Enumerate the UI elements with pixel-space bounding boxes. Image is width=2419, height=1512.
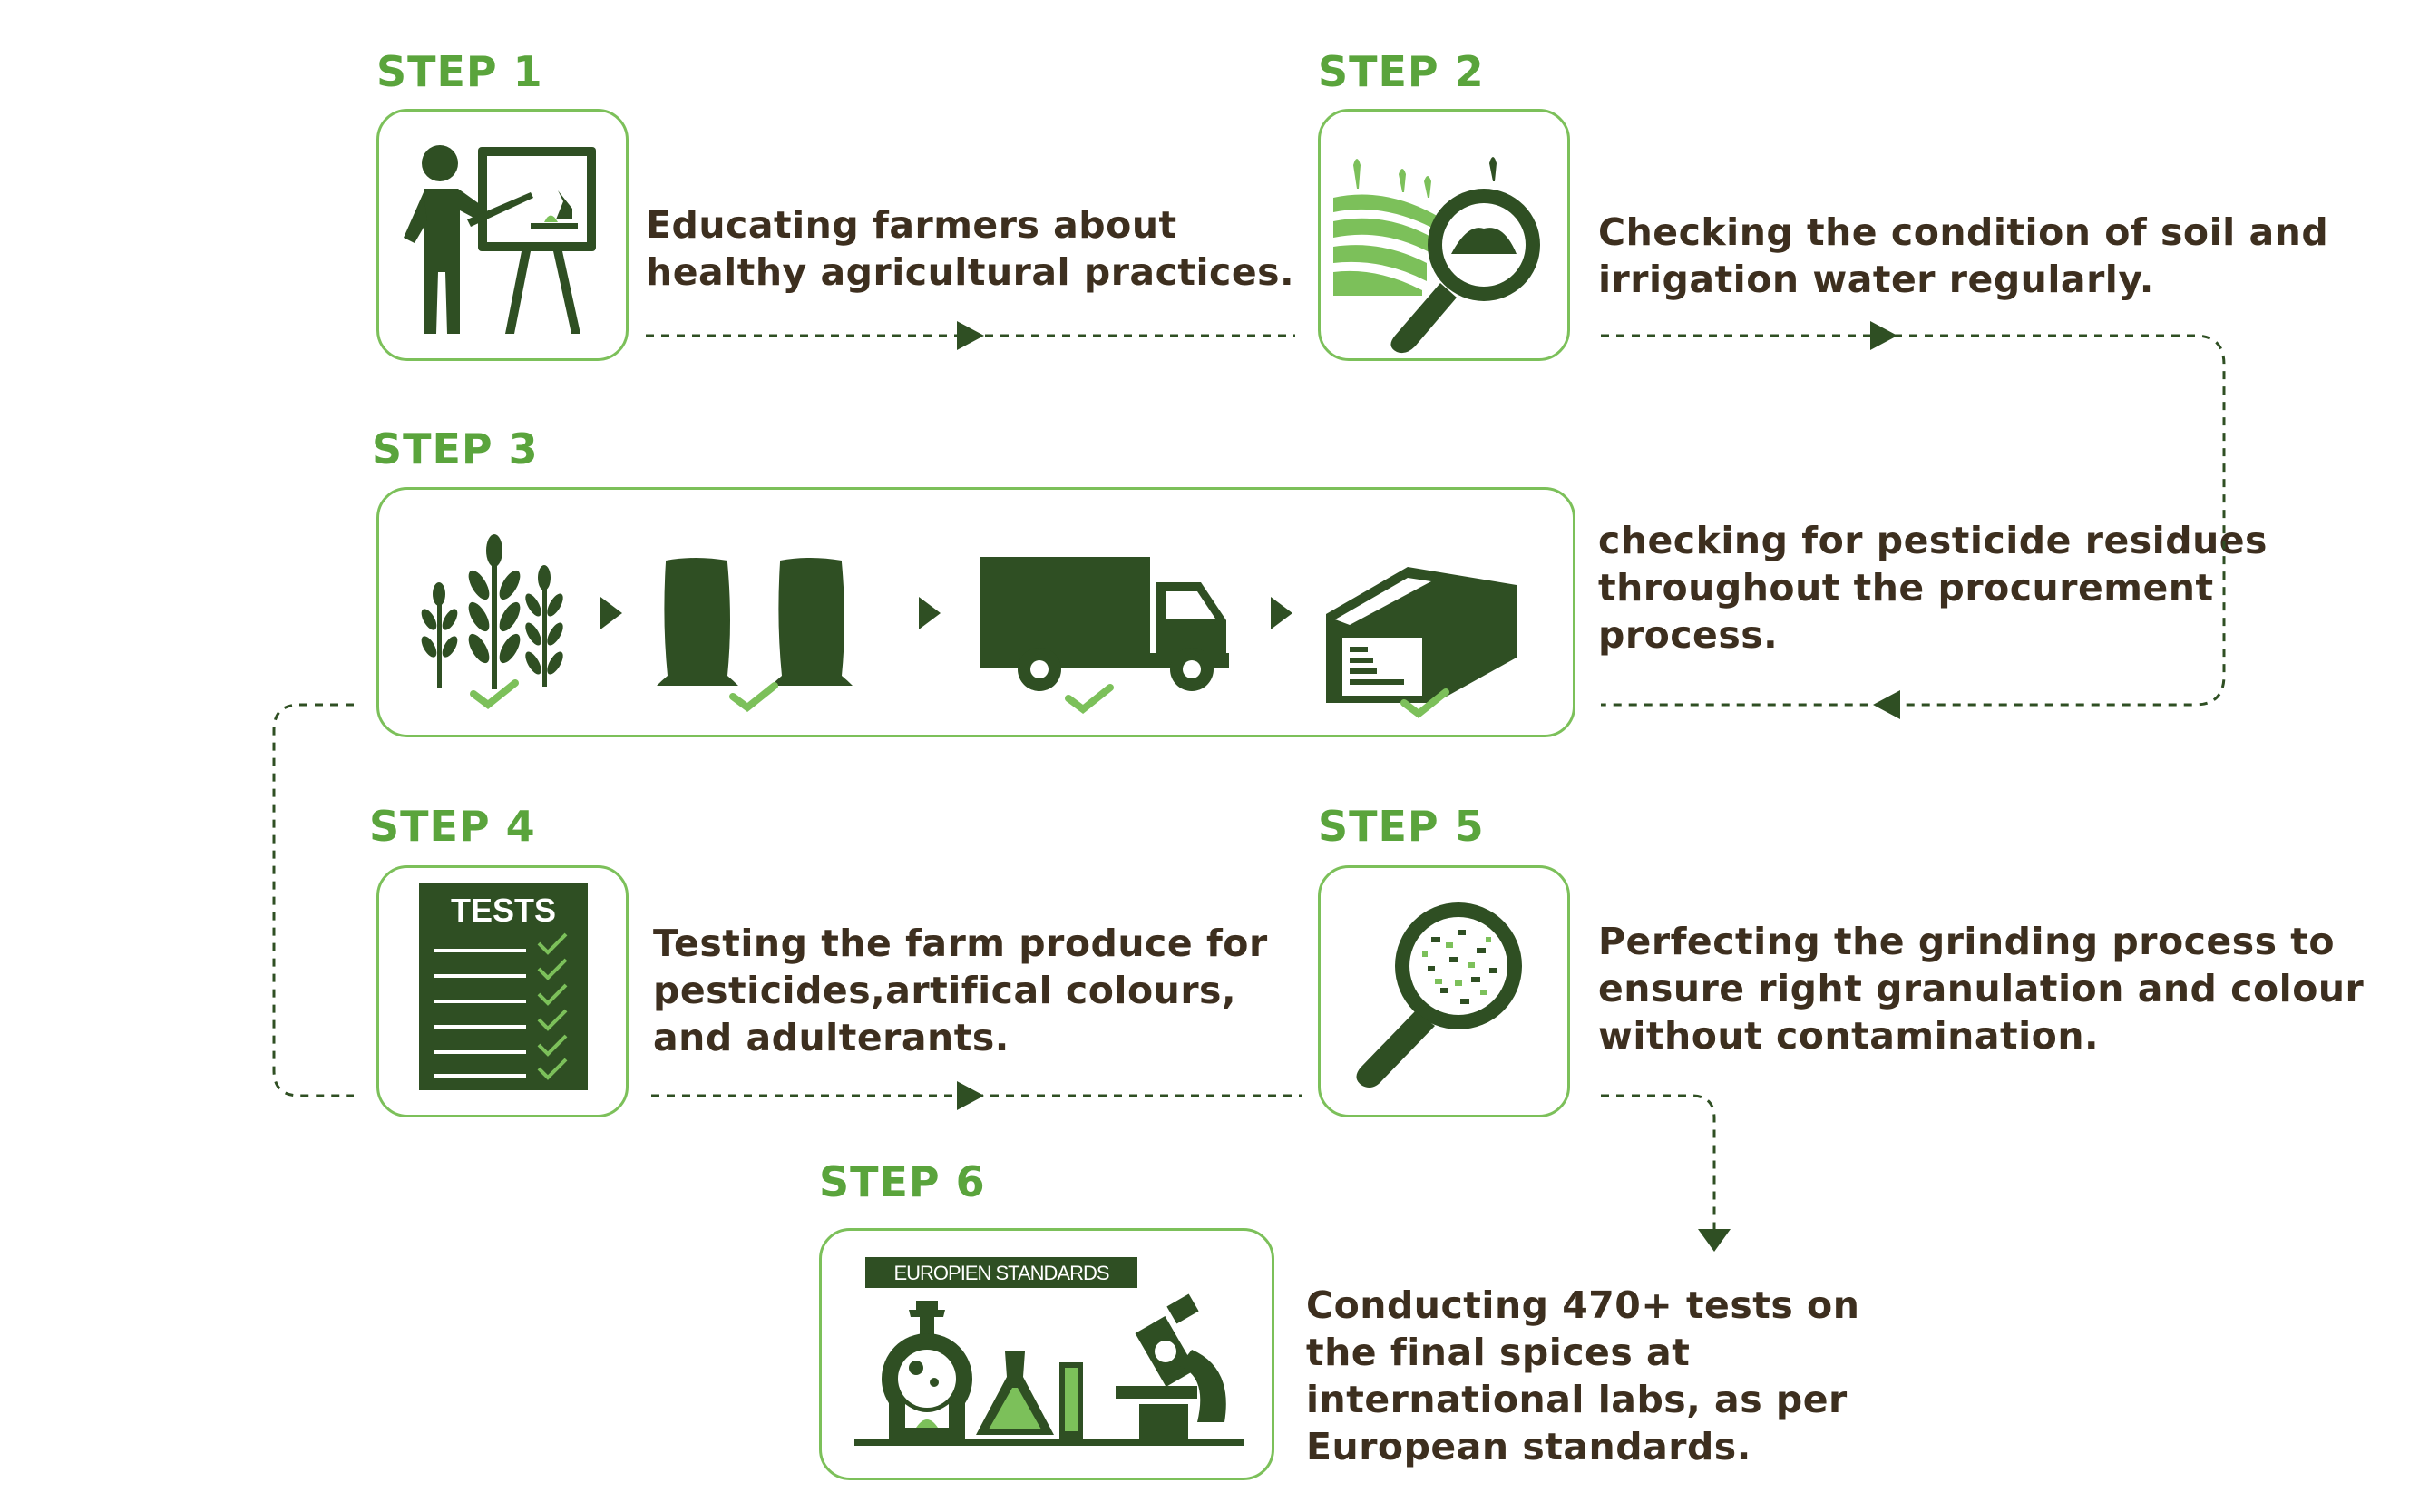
step-4-label: STEP 4 xyxy=(369,802,536,851)
grain-plants-icon xyxy=(421,534,563,710)
arrow-step2-right xyxy=(1870,321,1897,350)
teacher-board-icon xyxy=(404,145,596,334)
magnifier-granules-icon xyxy=(1356,902,1522,1088)
step-6-description: Conducting 470+ tests on the final spice… xyxy=(1306,1283,1860,1468)
step-4-description: Testing the farm produce for pesticides,… xyxy=(653,922,1268,1059)
warehouse-icon xyxy=(1326,567,1517,719)
arrow-step1-to-step2 xyxy=(957,321,984,350)
delivery-truck-icon xyxy=(980,557,1229,715)
connector-step5-to-step6 xyxy=(1601,1094,1716,1234)
step-2-description: Checking the condition of soil and irrig… xyxy=(1598,210,2329,301)
tests-heading: TESTS xyxy=(451,892,556,929)
step-2-label: STEP 2 xyxy=(1318,47,1485,96)
arrow-chevron-icon-2 xyxy=(919,597,941,629)
soil-inspection-icon xyxy=(1333,157,1540,354)
arrow-step4-to-step5 xyxy=(957,1081,984,1110)
step-3-label: STEP 3 xyxy=(372,424,539,473)
tests-checklist-icon: TESTS xyxy=(419,883,588,1090)
connector-step2-to-step3 xyxy=(1601,334,2226,707)
arrow-step3-left xyxy=(1873,690,1900,719)
step-6-label: STEP 6 xyxy=(819,1157,986,1206)
arrow-chevron-icon-3 xyxy=(1271,597,1292,629)
lab-standards-icon: EUROPIEN STANDARDS xyxy=(854,1257,1244,1446)
step-1-label: STEP 1 xyxy=(376,47,543,96)
step-5-label: STEP 5 xyxy=(1318,802,1485,851)
arrow-chevron-icon xyxy=(600,597,622,629)
connector-step3-to-step4 xyxy=(272,703,354,1097)
arrow-step5-to-step6 xyxy=(1698,1229,1731,1252)
step-1-description: Educating farmers about healthy agricult… xyxy=(646,203,1295,294)
sacks-icon xyxy=(657,558,853,713)
step-3-description: checking for pesticide residues througho… xyxy=(1598,519,2268,657)
standards-banner-text: EUROPIEN STANDARDS xyxy=(893,1262,1108,1284)
step-5-description: Perfecting the grinding process to ensur… xyxy=(1598,920,2365,1058)
